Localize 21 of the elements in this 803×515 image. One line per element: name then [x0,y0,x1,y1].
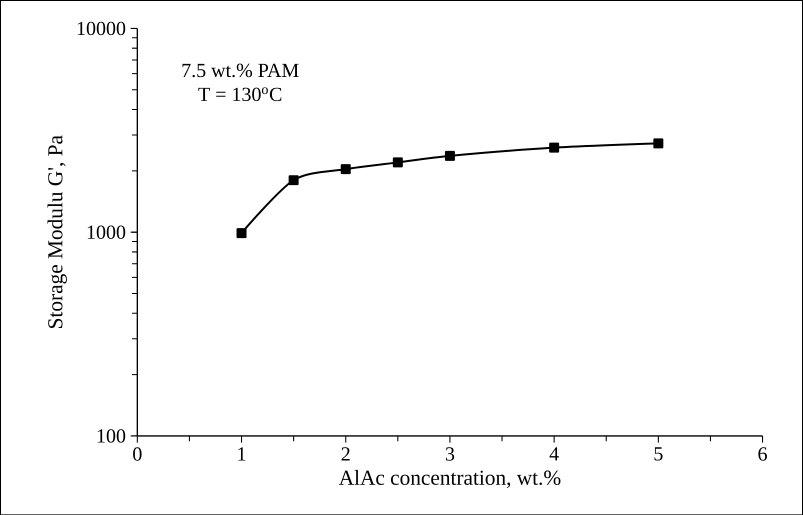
point [444,150,455,161]
x-tick-label: 0 [133,447,142,461]
x-tick-label: 4 [550,447,559,460]
x-tick-label: 1 [238,447,246,460]
x-axis-title: AlAc concentration, wt.% [338,470,560,488]
point [236,228,247,238]
x-tick-label: 6 [758,447,767,461]
x-tick-label: 3 [446,447,454,461]
y-tick-label: 1000 [88,225,126,239]
point [653,138,664,148]
y-axis-title: Storage Modulu G', Pa [48,135,67,328]
x-tick-label: 2 [342,447,350,460]
point [288,175,299,186]
point [340,164,351,174]
y-tick-label: 10000 [78,22,126,36]
annotation: T = 130$^{o}$C [198,87,282,101]
point [549,142,560,152]
annotation: 7.5 wt.% PAM [182,63,299,78]
y-tick-label: 100 [98,429,126,442]
x-tick-label: 5 [654,447,663,460]
point [392,157,403,168]
